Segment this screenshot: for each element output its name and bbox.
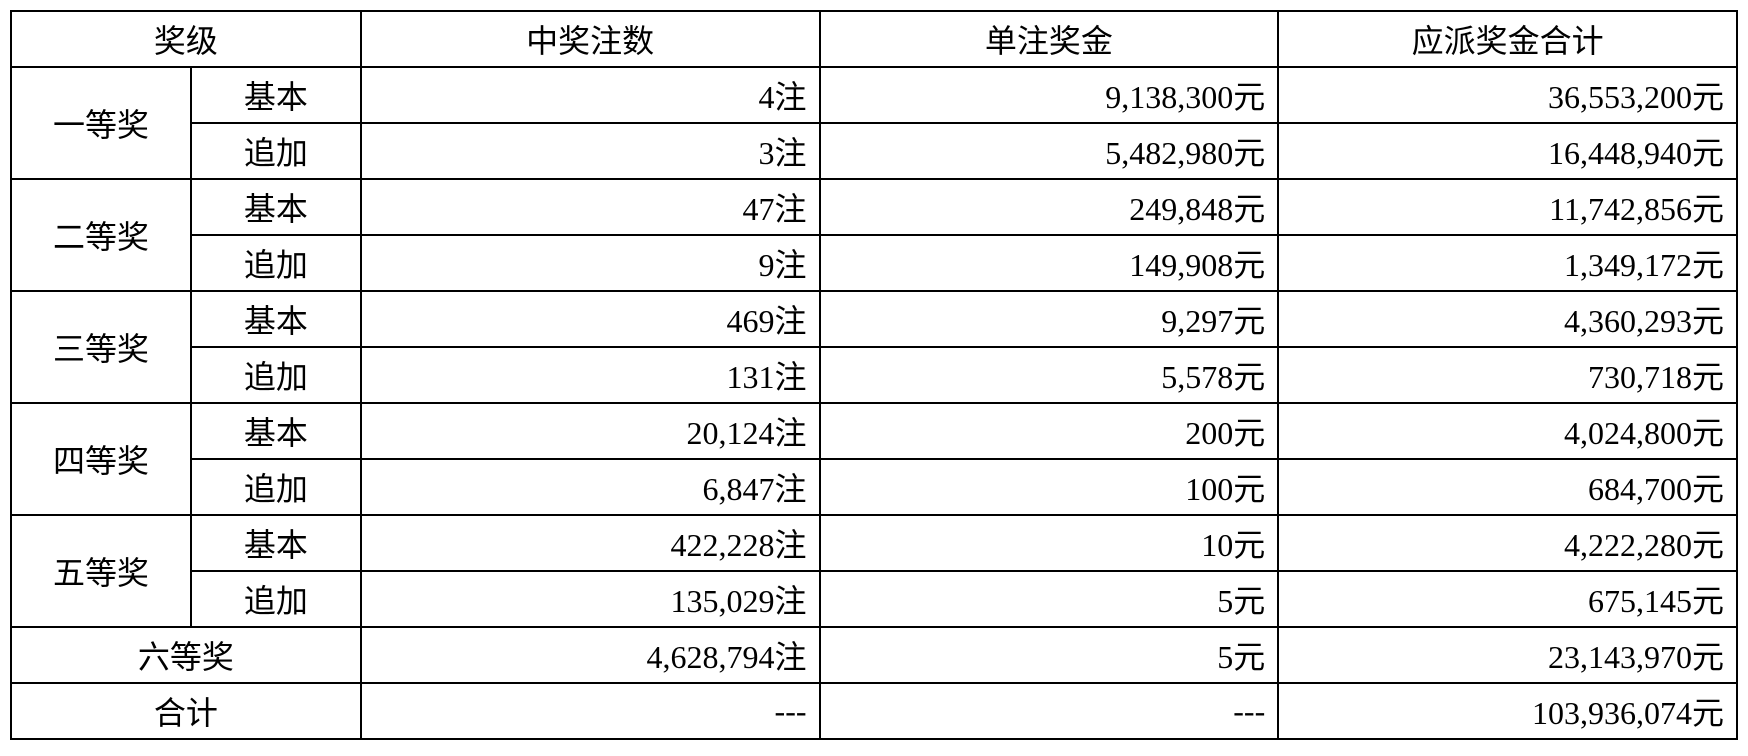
- table-row: 追加 131注 5,578元 730,718元: [11, 347, 1737, 403]
- table-row: 六等奖 4,628,794注 5元 23,143,970元: [11, 627, 1737, 683]
- table-row: 追加 9注 149,908元 1,349,172元: [11, 235, 1737, 291]
- unit-prize-cell: 9,138,300元: [820, 67, 1279, 123]
- subtype-cell: 基本: [191, 403, 361, 459]
- table-row: 二等奖 基本 47注 249,848元 11,742,856元: [11, 179, 1737, 235]
- count-cell: 4,628,794注: [361, 627, 820, 683]
- subtype-cell: 基本: [191, 179, 361, 235]
- level-name: 合计: [11, 683, 361, 739]
- total-prize-cell: 4,360,293元: [1278, 291, 1737, 347]
- header-level: 奖级: [11, 11, 361, 67]
- count-cell: 20,124注: [361, 403, 820, 459]
- table-row: 五等奖 基本 422,228注 10元 4,222,280元: [11, 515, 1737, 571]
- unit-prize-cell: 5元: [820, 627, 1279, 683]
- count-cell: 469注: [361, 291, 820, 347]
- total-prize-cell: 11,742,856元: [1278, 179, 1737, 235]
- header-count: 中奖注数: [361, 11, 820, 67]
- total-prize-cell: 675,145元: [1278, 571, 1737, 627]
- count-cell: 6,847注: [361, 459, 820, 515]
- table-row: 合计 --- --- 103,936,074元: [11, 683, 1737, 739]
- total-prize-cell: 4,024,800元: [1278, 403, 1737, 459]
- total-prize-cell: 684,700元: [1278, 459, 1737, 515]
- level-name: 五等奖: [11, 515, 191, 627]
- subtype-cell: 追加: [191, 235, 361, 291]
- table-row: 一等奖 基本 4注 9,138,300元 36,553,200元: [11, 67, 1737, 123]
- table-row: 三等奖 基本 469注 9,297元 4,360,293元: [11, 291, 1737, 347]
- unit-prize-cell: 5,578元: [820, 347, 1279, 403]
- level-name: 三等奖: [11, 291, 191, 403]
- total-prize-cell: 1,349,172元: [1278, 235, 1737, 291]
- unit-prize-cell: 249,848元: [820, 179, 1279, 235]
- prize-table: 奖级 中奖注数 单注奖金 应派奖金合计 一等奖 基本 4注 9,138,300元…: [10, 10, 1738, 740]
- unit-prize-cell: ---: [820, 683, 1279, 739]
- unit-prize-cell: 9,297元: [820, 291, 1279, 347]
- total-prize-cell: 16,448,940元: [1278, 123, 1737, 179]
- total-prize-cell: 730,718元: [1278, 347, 1737, 403]
- unit-prize-cell: 10元: [820, 515, 1279, 571]
- table-row: 追加 6,847注 100元 684,700元: [11, 459, 1737, 515]
- total-prize-cell: 103,936,074元: [1278, 683, 1737, 739]
- subtype-cell: 追加: [191, 123, 361, 179]
- subtype-cell: 追加: [191, 347, 361, 403]
- count-cell: ---: [361, 683, 820, 739]
- header-total-prize: 应派奖金合计: [1278, 11, 1737, 67]
- total-prize-cell: 4,222,280元: [1278, 515, 1737, 571]
- table-row: 追加 135,029注 5元 675,145元: [11, 571, 1737, 627]
- table-row: 四等奖 基本 20,124注 200元 4,024,800元: [11, 403, 1737, 459]
- level-name: 二等奖: [11, 179, 191, 291]
- table-row: 追加 3注 5,482,980元 16,448,940元: [11, 123, 1737, 179]
- subtype-cell: 基本: [191, 515, 361, 571]
- header-unit-prize: 单注奖金: [820, 11, 1279, 67]
- level-name: 六等奖: [11, 627, 361, 683]
- header-row: 奖级 中奖注数 单注奖金 应派奖金合计: [11, 11, 1737, 67]
- count-cell: 422,228注: [361, 515, 820, 571]
- subtype-cell: 基本: [191, 67, 361, 123]
- count-cell: 4注: [361, 67, 820, 123]
- count-cell: 131注: [361, 347, 820, 403]
- count-cell: 3注: [361, 123, 820, 179]
- unit-prize-cell: 5元: [820, 571, 1279, 627]
- count-cell: 9注: [361, 235, 820, 291]
- subtype-cell: 基本: [191, 291, 361, 347]
- count-cell: 47注: [361, 179, 820, 235]
- count-cell: 135,029注: [361, 571, 820, 627]
- total-prize-cell: 36,553,200元: [1278, 67, 1737, 123]
- unit-prize-cell: 149,908元: [820, 235, 1279, 291]
- unit-prize-cell: 5,482,980元: [820, 123, 1279, 179]
- total-prize-cell: 23,143,970元: [1278, 627, 1737, 683]
- subtype-cell: 追加: [191, 459, 361, 515]
- level-name: 四等奖: [11, 403, 191, 515]
- subtype-cell: 追加: [191, 571, 361, 627]
- unit-prize-cell: 200元: [820, 403, 1279, 459]
- unit-prize-cell: 100元: [820, 459, 1279, 515]
- level-name: 一等奖: [11, 67, 191, 179]
